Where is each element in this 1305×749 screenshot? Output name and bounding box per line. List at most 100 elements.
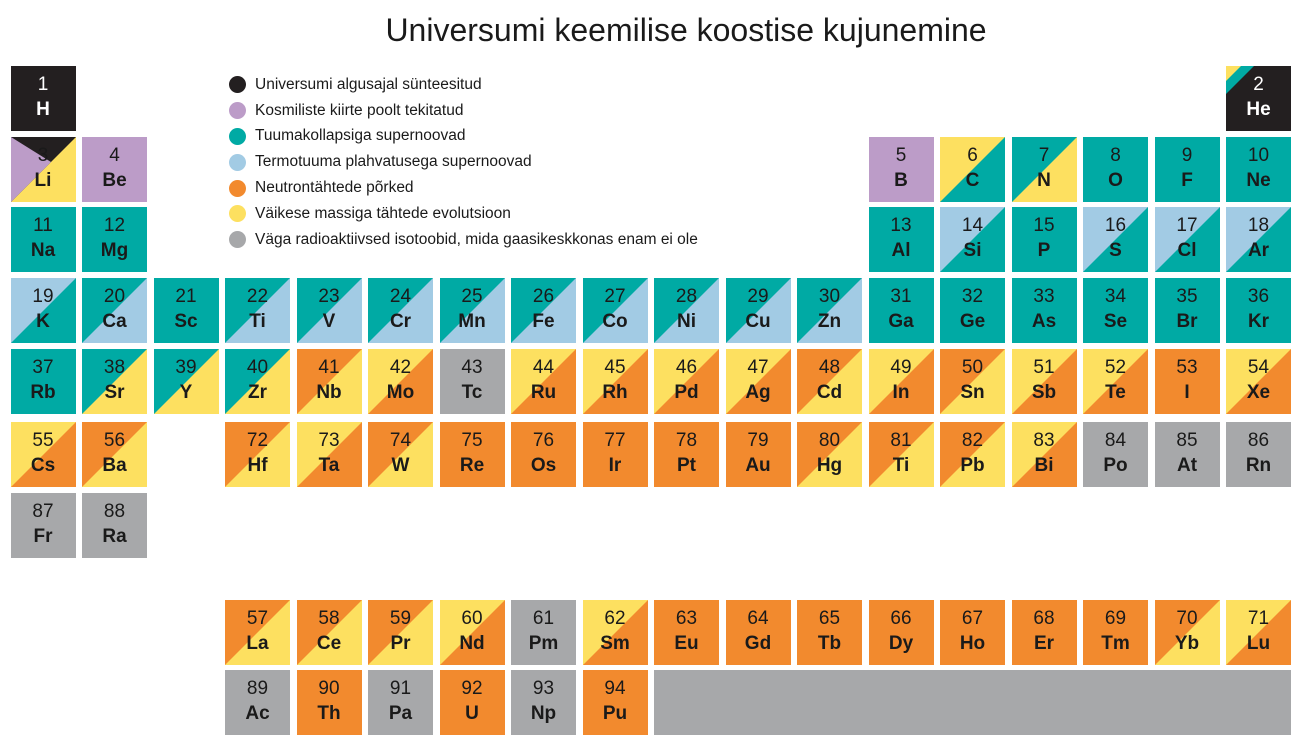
element-cell-v: 23 V xyxy=(296,278,362,343)
legend-item-core-collapse-supernova: Tuumakollapsiga supernoovad xyxy=(229,124,698,150)
atomic-number: 14 xyxy=(961,215,984,236)
element-background xyxy=(82,137,147,202)
element-symbol: Ar xyxy=(1247,240,1270,261)
element-background xyxy=(296,278,362,343)
element-symbol: B xyxy=(894,170,908,191)
atomic-number: 81 xyxy=(890,430,912,451)
element-background xyxy=(940,600,1005,665)
element-background xyxy=(654,349,719,414)
element-background xyxy=(1154,278,1220,343)
element-cell-ir: 77 Ir xyxy=(582,422,648,487)
element-symbol: W xyxy=(391,455,410,476)
element-background xyxy=(868,349,934,414)
element-cell-in: 49 In xyxy=(868,349,934,414)
element-cell-eu: 63 Eu xyxy=(654,600,719,665)
legend-label: Termotuuma plahvatusega supernoovad xyxy=(255,153,532,171)
element-symbol: V xyxy=(322,311,336,332)
legend-dot-icon xyxy=(229,127,246,145)
legend-label: Väga radioaktiivsed isotoobid, mida gaas… xyxy=(255,230,698,248)
element-symbol: Cs xyxy=(30,455,56,476)
element-background xyxy=(511,349,576,414)
atomic-number: 4 xyxy=(109,145,120,166)
element-cell-ag: 47 Ag xyxy=(725,349,791,414)
element-symbol: Re xyxy=(459,455,485,476)
element-background xyxy=(797,278,862,343)
element-cell-la: 57 La xyxy=(225,600,290,665)
element-symbol: Pt xyxy=(677,455,696,476)
element-background xyxy=(868,207,934,272)
atomic-number: 57 xyxy=(246,608,269,629)
legend-dot-icon xyxy=(229,102,246,120)
element-cell-he: 2 He xyxy=(1226,66,1291,131)
element-symbol: Gd xyxy=(744,633,772,654)
element-cell-yb: 70 Yb xyxy=(1154,600,1220,665)
element-background xyxy=(225,670,290,735)
atomic-number: 79 xyxy=(747,430,769,451)
atomic-number: 55 xyxy=(32,430,54,451)
element-background xyxy=(1226,207,1291,272)
atomic-number: 30 xyxy=(818,286,841,307)
atomic-number: 16 xyxy=(1104,215,1127,236)
element-background xyxy=(368,600,433,665)
element-symbol: Ge xyxy=(959,311,986,332)
element-cell-na: 11 Na xyxy=(10,207,76,272)
element-symbol: Yb xyxy=(1174,633,1200,654)
atomic-number: 15 xyxy=(1033,215,1055,236)
element-symbol: Pu xyxy=(602,703,628,724)
element-background xyxy=(1011,349,1077,414)
element-symbol: Ta xyxy=(318,455,340,476)
element-cell-k: 19 K xyxy=(10,278,76,343)
element-symbol: Mo xyxy=(386,382,415,403)
element-symbol: Tb xyxy=(817,633,842,654)
element-symbol: Ga xyxy=(888,311,914,332)
element-background xyxy=(368,422,433,487)
element-symbol: I xyxy=(1184,382,1190,403)
atomic-number: 29 xyxy=(747,286,769,307)
atomic-number: 5 xyxy=(895,145,907,166)
element-background xyxy=(797,422,862,487)
element-background xyxy=(82,207,147,272)
element-background xyxy=(1226,349,1291,414)
element-cell-cu: 29 Cu xyxy=(725,278,791,343)
element-background xyxy=(1011,278,1077,343)
element-background xyxy=(582,278,648,343)
legend-item-low-mass-stars: Väikese massiga tähtede evolutsioon xyxy=(229,201,698,227)
element-symbol: Cl xyxy=(1177,240,1197,261)
atomic-number: 42 xyxy=(389,357,412,378)
element-symbol: Ti xyxy=(249,311,266,332)
legend: Universumi algusajal sünteesitud Kosmili… xyxy=(229,72,698,253)
atomic-number: 35 xyxy=(1176,286,1198,307)
atomic-number: 19 xyxy=(32,286,54,307)
atomic-number: 77 xyxy=(604,430,626,451)
element-cell-mg: 12 Mg xyxy=(82,207,147,272)
legend-label: Tuumakollapsiga supernoovad xyxy=(255,127,466,145)
atomic-number: 91 xyxy=(389,678,412,699)
element-background xyxy=(582,349,648,414)
element-symbol: Br xyxy=(1176,311,1198,332)
element-background xyxy=(1154,137,1220,202)
atomic-number: 89 xyxy=(246,678,269,699)
element-symbol: U xyxy=(465,703,479,724)
page-title: Universumi keemilise koostise kujunemine xyxy=(385,12,987,48)
element-symbol: Pb xyxy=(960,455,985,476)
element-cell-sn: 50 Sn xyxy=(940,349,1005,414)
element-symbol: Ag xyxy=(745,382,771,403)
element-cell-er: 68 Er xyxy=(1011,600,1077,665)
element-symbol: Eu xyxy=(674,633,699,654)
element-background xyxy=(868,600,934,665)
element-symbol: Ra xyxy=(102,526,127,547)
element-symbol: Au xyxy=(745,455,771,476)
element-cell-i: 53 I xyxy=(1154,349,1220,414)
element-symbol: H xyxy=(36,99,50,120)
atomic-number: 94 xyxy=(604,678,626,699)
element-background xyxy=(296,422,362,487)
element-cell-gd: 64 Gd xyxy=(725,600,791,665)
atomic-number: 39 xyxy=(175,357,197,378)
element-cell-cs: 55 Cs xyxy=(10,422,76,487)
element-background xyxy=(10,349,76,414)
element-background xyxy=(1226,600,1291,665)
element-cell-be: 4 Be xyxy=(82,137,147,202)
